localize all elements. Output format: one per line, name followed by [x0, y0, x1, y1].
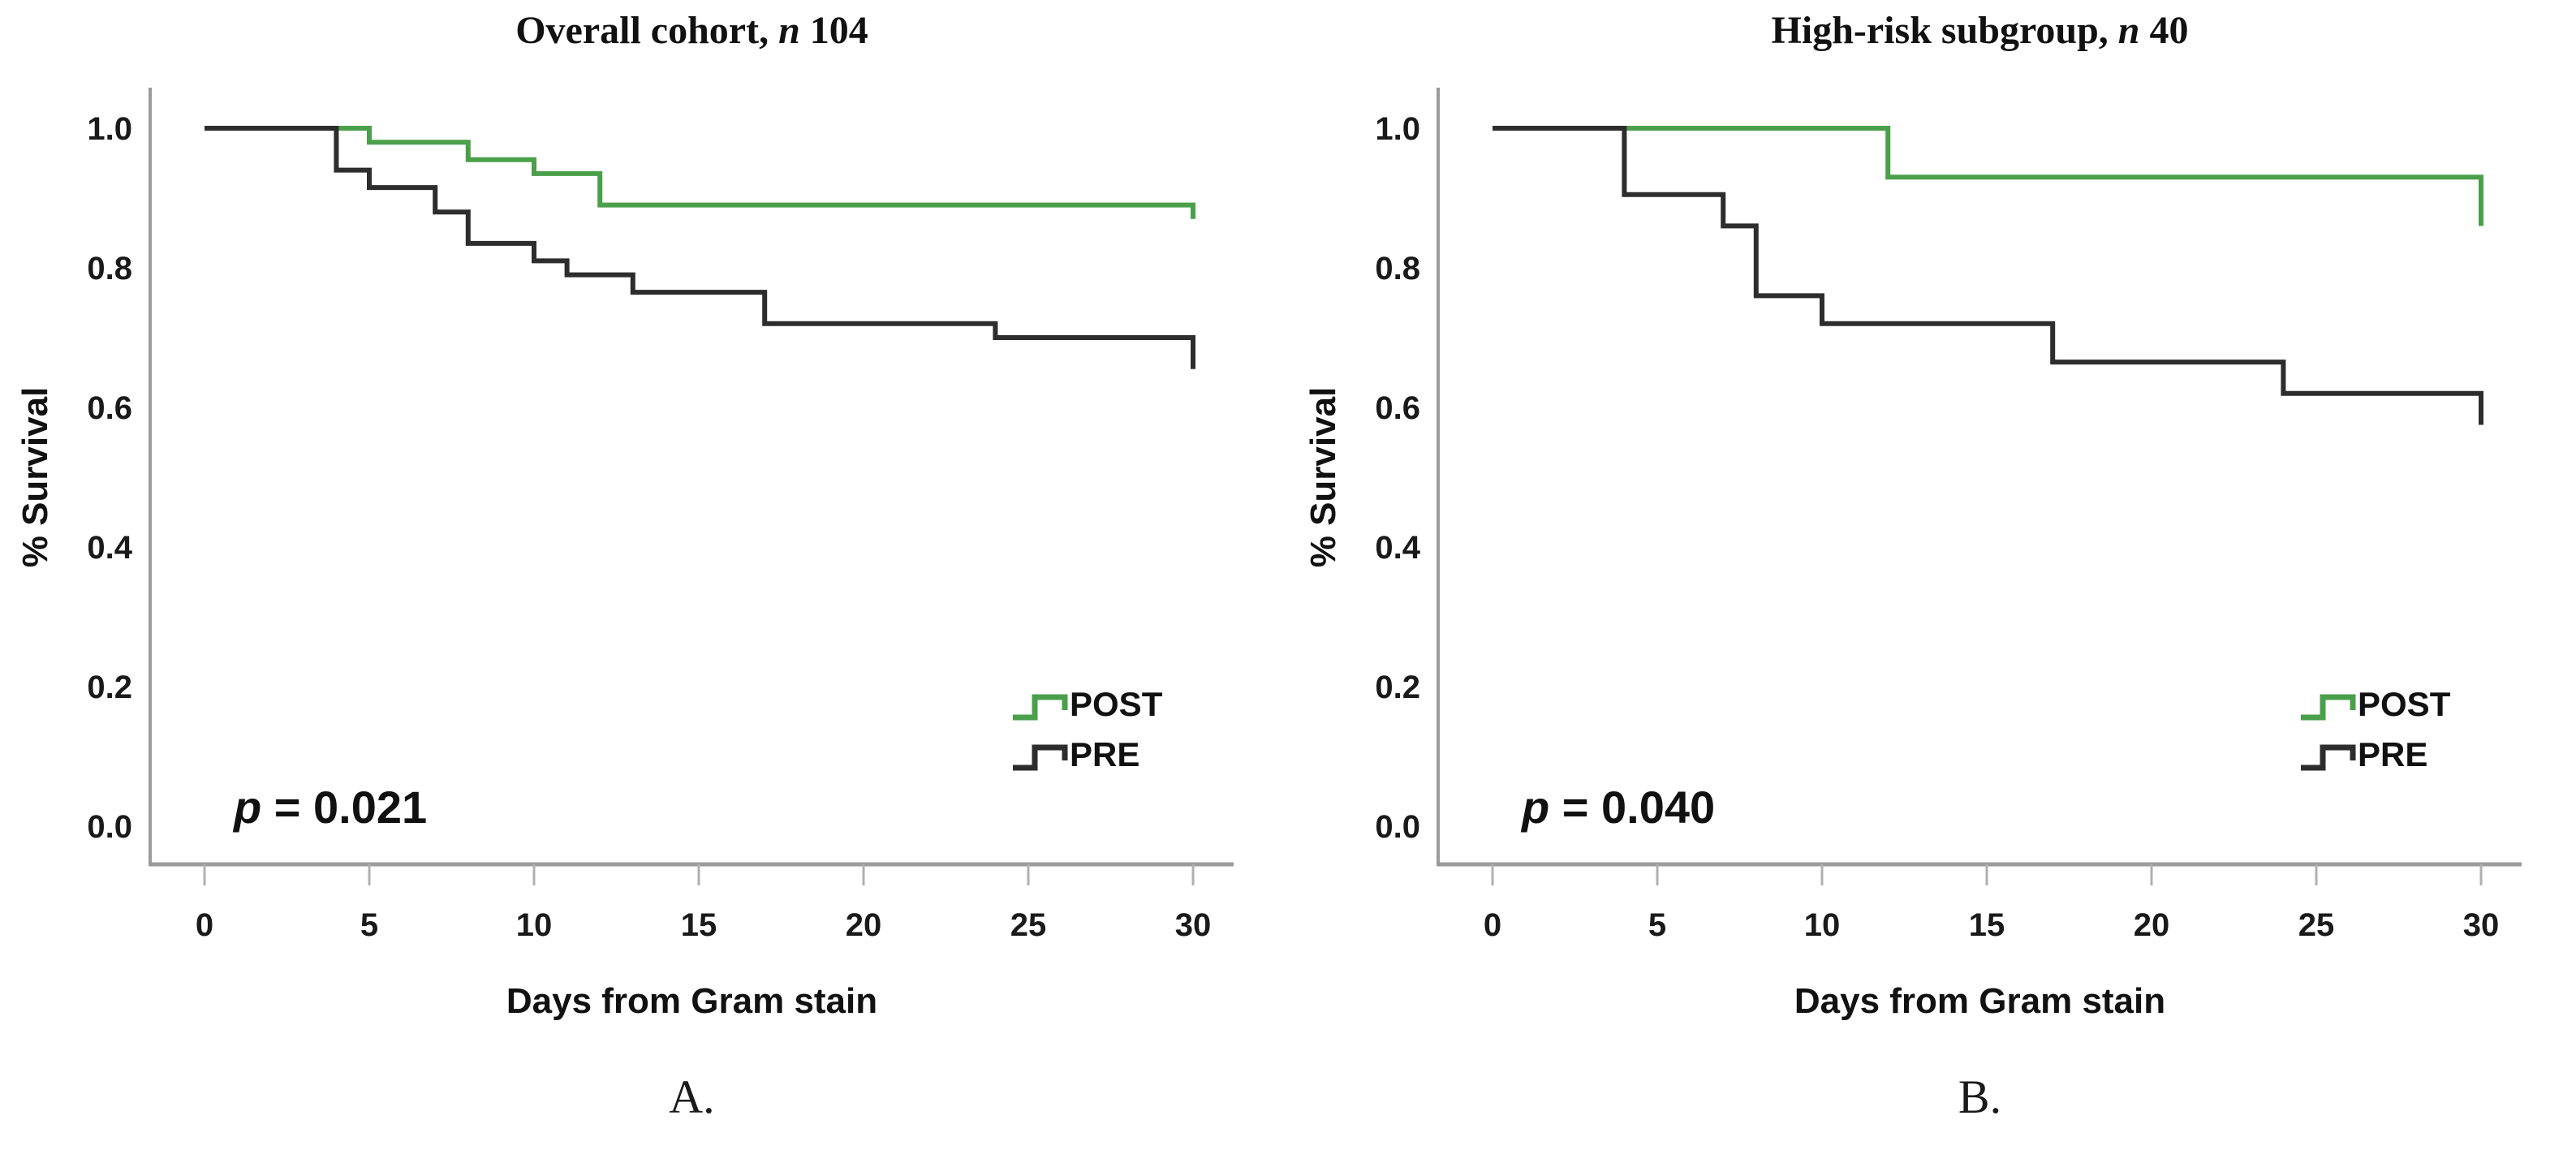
legend-pre-label: PRE	[1070, 735, 1139, 773]
y-axis-label: % Survival	[1303, 387, 1343, 568]
legend-post-label: POST	[2358, 685, 2451, 723]
panel-a-title-text: Overall cohort,	[515, 9, 779, 52]
y-tick-label: 0.4	[87, 530, 132, 566]
y-tick-label: 0.0	[87, 809, 132, 845]
x-tick-label: 10	[516, 907, 553, 943]
legend-post-symbol	[2301, 694, 2356, 721]
x-tick-label: 20	[2134, 907, 2170, 943]
series-post-line	[1493, 126, 2483, 226]
x-tick-label: 10	[1804, 907, 1841, 943]
x-tick-label: 20	[846, 907, 882, 943]
y-tick-label: 0.2	[1375, 670, 1420, 705]
x-tick-label: 0	[196, 907, 213, 943]
panel-a-title-n: n	[778, 9, 800, 52]
panel-b-title-text: High-risk subgroup,	[1771, 9, 2118, 52]
panel-a-title-count: 104	[799, 9, 868, 52]
x-tick-label: 30	[1175, 907, 1212, 943]
y-tick-label: 1.0	[87, 111, 132, 147]
x-tick-label: 0	[1484, 907, 1501, 943]
y-tick-label: 0.2	[87, 670, 132, 705]
legend-post-label: POST	[1070, 685, 1163, 723]
panel-b-title-n: n	[2117, 9, 2140, 52]
panel-a-caption: A.	[669, 1070, 715, 1123]
panel-a-title: Overall cohort, n 104	[150, 8, 1234, 53]
x-tick-label: 15	[1969, 907, 2005, 943]
y-tick-label: 0.0	[1375, 809, 1420, 845]
legend-pre-label: PRE	[2358, 735, 2427, 773]
p-value: p = 0.021	[232, 782, 427, 833]
series-pre-line	[205, 126, 1195, 369]
legend-pre-symbol	[2301, 744, 2356, 771]
p-value: p = 0.040	[1520, 782, 1715, 833]
legend-post-symbol	[1013, 694, 1068, 721]
panel-b-caption: B.	[1958, 1070, 2002, 1123]
y-tick-label: 0.8	[87, 251, 132, 286]
x-tick-label: 30	[2463, 907, 2500, 943]
y-tick-label: 0.8	[1375, 251, 1420, 286]
panel-b: High-risk subgroup, n 40 0 5 10 15 20 25 30 1.0…	[1288, 0, 2576, 1150]
x-axis-label: Days from Gram stain	[506, 981, 877, 1021]
panel-a: Overall cohort, n 104 0 5 10 15 20 25 30 1.0 0.8…	[15, 8, 1234, 1123]
legend-pre-symbol	[1013, 744, 1068, 771]
x-tick-label: 25	[2298, 907, 2335, 943]
panel-a-plot: 0 5 10 15 20 25 30 1.0 0.8 0.6 0.4 0.2 0.0 Days from …	[15, 88, 1234, 1021]
x-tick-label: 25	[1010, 907, 1047, 943]
y-tick-label: 0.6	[1375, 390, 1420, 426]
panel-b-title: High-risk subgroup, n 40	[1438, 8, 2522, 53]
y-tick-label: 0.6	[87, 390, 132, 426]
x-axis-label: Days from Gram stain	[1794, 981, 2165, 1021]
panel-b-title-count: 40	[2139, 9, 2189, 52]
x-tick-label: 5	[1648, 907, 1666, 943]
panel-b-plot: 0 5 10 15 20 25 30 1.0 0.8 0.6 0.4 0.2 0.0 Days from …	[1303, 88, 2522, 1021]
x-tick-label: 15	[681, 907, 717, 943]
x-tick-label: 5	[360, 907, 378, 943]
y-tick-label: 1.0	[1375, 111, 1420, 147]
series-post-line	[205, 126, 1195, 219]
y-axis-label: % Survival	[15, 387, 55, 568]
series-pre-line	[1493, 126, 2483, 425]
y-tick-label: 0.4	[1375, 530, 1420, 566]
